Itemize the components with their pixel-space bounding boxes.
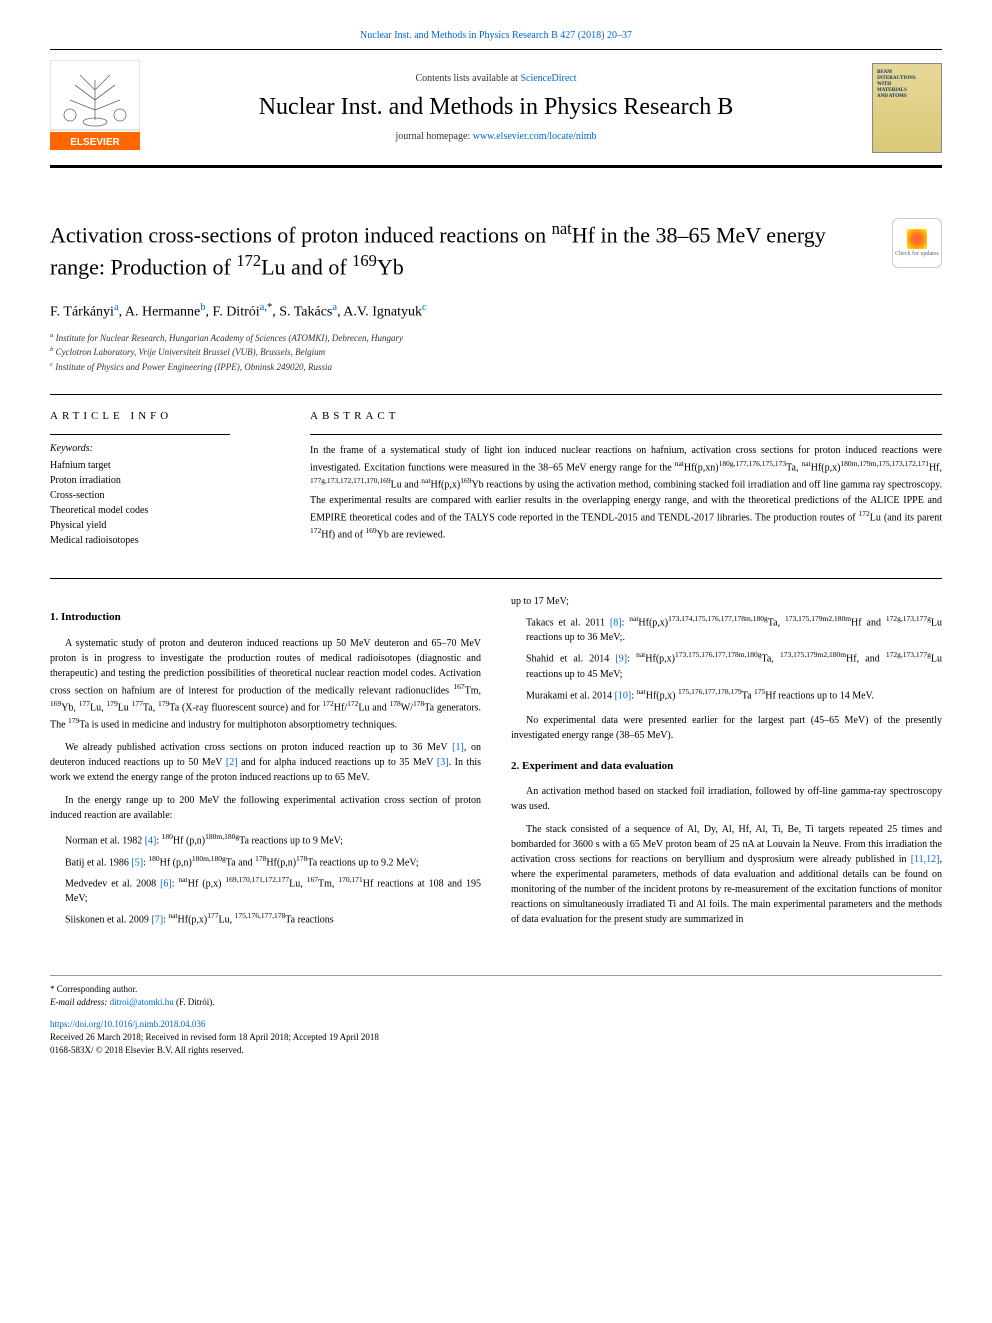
elsevier-logo: ELSEVIER <box>50 60 140 150</box>
received-line: Received 26 March 2018; Received in revi… <box>50 1032 942 1042</box>
journal-header: ELSEVIER Contents lists available at Sci… <box>50 49 942 168</box>
keyword: Cross-section <box>50 488 270 503</box>
paragraph: A systematic study of proton and deutero… <box>50 636 481 733</box>
keyword: Medical radioisotopes <box>50 533 270 548</box>
journal-cover: BEAM INTERACTIONS WITH MATERIALS AND ATO… <box>872 63 942 153</box>
paragraph: No experimental data were presented earl… <box>511 713 942 743</box>
divider <box>50 578 942 579</box>
keyword: Proton irradiation <box>50 473 270 488</box>
header-citation-link[interactable]: Nuclear Inst. and Methods in Physics Res… <box>360 30 632 41</box>
contents-line: Contents lists available at ScienceDirec… <box>150 73 842 84</box>
reference-item: Shahid et al. 2014 [9]: natHf(p,x)173,17… <box>511 649 942 681</box>
sciencedirect-link[interactable]: ScienceDirect <box>520 73 576 84</box>
divider <box>50 394 942 395</box>
journal-cover-text: BEAM INTERACTIONS WITH MATERIALS AND ATO… <box>877 70 917 100</box>
abstract-text: In the frame of a systematical study of … <box>310 443 942 542</box>
article-title: Activation cross-sections of proton indu… <box>50 218 872 282</box>
doi-link[interactable]: https://doi.org/10.1016/j.nimb.2018.04.0… <box>50 1019 205 1029</box>
journal-title: Nuclear Inst. and Methods in Physics Res… <box>150 94 842 121</box>
reference-item: Takacs et al. 2011 [8]: natHf(p,x)173,17… <box>511 613 942 645</box>
article-info-heading: ARTICLE INFO <box>50 410 270 422</box>
body-content: 1. Introduction A systematic study of pr… <box>50 594 942 935</box>
abstract-divider <box>310 434 942 435</box>
reference-item: Murakami et al. 2014 [10]: natHf(p,x) 17… <box>511 686 942 703</box>
header-citation: Nuclear Inst. and Methods in Physics Res… <box>50 30 942 41</box>
abstract: ABSTRACT In the frame of a systematical … <box>310 410 942 548</box>
keyword: Theoretical model codes <box>50 503 270 518</box>
copyright-line: 0168-583X/ © 2018 Elsevier B.V. All righ… <box>50 1045 942 1055</box>
reference-item: up to 17 MeV; <box>511 594 942 609</box>
reference-item: Batij et al. 1986 [5]: 180Hf (p,n)180m,1… <box>50 853 481 870</box>
affiliation-b: b Cyclotron Laboratory, Vrije Universite… <box>50 345 942 360</box>
homepage-line: journal homepage: www.elsevier.com/locat… <box>150 131 842 142</box>
reference-item: Siiskonen et al. 2009 [7]: natHf(p,x)177… <box>50 910 481 927</box>
left-column: 1. Introduction A systematic study of pr… <box>50 594 481 935</box>
reference-item: Medvedev et al. 2008 [6]: natHf (p,x) 16… <box>50 874 481 906</box>
email-link[interactable]: ditroi@atomki.hu <box>110 997 174 1007</box>
affiliation-a: a Institute for Nuclear Research, Hungar… <box>50 331 942 346</box>
doi-line: https://doi.org/10.1016/j.nimb.2018.04.0… <box>50 1019 942 1029</box>
homepage-link[interactable]: www.elsevier.com/locate/nimb <box>473 131 597 142</box>
section-heading: 1. Introduction <box>50 609 481 626</box>
paragraph: In the energy range up to 200 MeV the fo… <box>50 793 481 823</box>
keyword: Hafnium target <box>50 458 270 473</box>
homepage-prefix: journal homepage: <box>396 131 473 142</box>
publisher-logo-container: ELSEVIER <box>50 60 150 155</box>
footer: * Corresponding author. E-mail address: … <box>50 975 942 1055</box>
contents-prefix: Contents lists available at <box>415 73 520 84</box>
check-updates-badge[interactable]: Check for updates <box>892 218 942 268</box>
right-column: up to 17 MeV; Takacs et al. 2011 [8]: na… <box>511 594 942 935</box>
paragraph: An activation method based on stacked fo… <box>511 784 942 814</box>
info-divider <box>50 434 230 435</box>
article-info: ARTICLE INFO Keywords: Hafnium target Pr… <box>50 410 270 548</box>
paragraph: The stack consisted of a sequence of Al,… <box>511 822 942 927</box>
affiliations: a Institute for Nuclear Research, Hungar… <box>50 331 942 375</box>
authors: F. Tárkányia, A. Hermanneb, F. Ditróia,*… <box>50 302 942 321</box>
check-updates-label: Check for updates <box>895 251 939 257</box>
email-label: E-mail address: <box>50 997 110 1007</box>
check-updates-icon <box>907 229 927 249</box>
corresponding-author: * Corresponding author. <box>50 984 942 994</box>
keyword: Physical yield <box>50 518 270 533</box>
keywords-label: Keywords: <box>50 443 270 454</box>
paragraph: We already published activation cross se… <box>50 740 481 785</box>
reference-item: Norman et al. 1982 [4]: 180Hf (p,n)180m,… <box>50 831 481 848</box>
svg-text:ELSEVIER: ELSEVIER <box>70 137 120 148</box>
abstract-heading: ABSTRACT <box>310 410 942 422</box>
section-heading: 2. Experiment and data evaluation <box>511 758 942 775</box>
affiliation-c: c Institute of Physics and Power Enginee… <box>50 360 942 375</box>
keywords-list: Hafnium target Proton irradiation Cross-… <box>50 458 270 548</box>
email-line: E-mail address: ditroi@atomki.hu (F. Dit… <box>50 997 942 1007</box>
email-suffix: (F. Ditrói). <box>174 997 215 1007</box>
